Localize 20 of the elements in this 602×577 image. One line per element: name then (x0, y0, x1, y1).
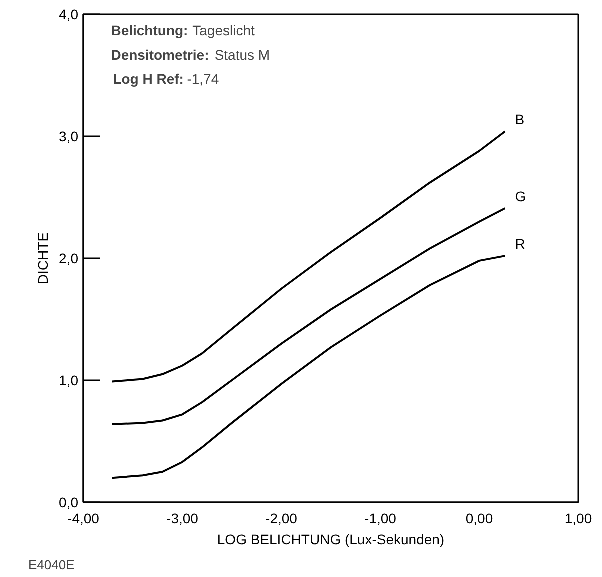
x-axis-title: LOG BELICHTUNG (Lux-Sekunden) (217, 532, 445, 548)
annotation: Belichtung: Tageslicht (111, 22, 255, 38)
y-axis-title: DICHTE (35, 232, 52, 285)
y-tick-label: 3,0 (59, 128, 79, 144)
y-tick-label: 4,0 (59, 6, 79, 22)
series-label: B (515, 112, 525, 128)
series-label: G (515, 188, 526, 204)
annotation: Log H Ref: -1,74 (113, 71, 220, 88)
x-tick-label: -2,00 (266, 510, 298, 526)
text: E4040E (28, 558, 76, 572)
x-tick-label: -4,00 (68, 510, 100, 526)
y-tick-label: 2,0 (59, 250, 79, 266)
series-label: R (515, 236, 526, 252)
x-tick-label: 0,00 (466, 510, 494, 526)
x-tick-label: -1,00 (364, 510, 397, 526)
annotation: Densitometrie: Status M (111, 46, 270, 63)
y-tick-label: 1,0 (59, 372, 79, 388)
x-tick-label: -3,00 (166, 510, 199, 526)
x-tick-label: 1,00 (564, 510, 592, 526)
y-tick-label: 0,0 (59, 494, 79, 510)
